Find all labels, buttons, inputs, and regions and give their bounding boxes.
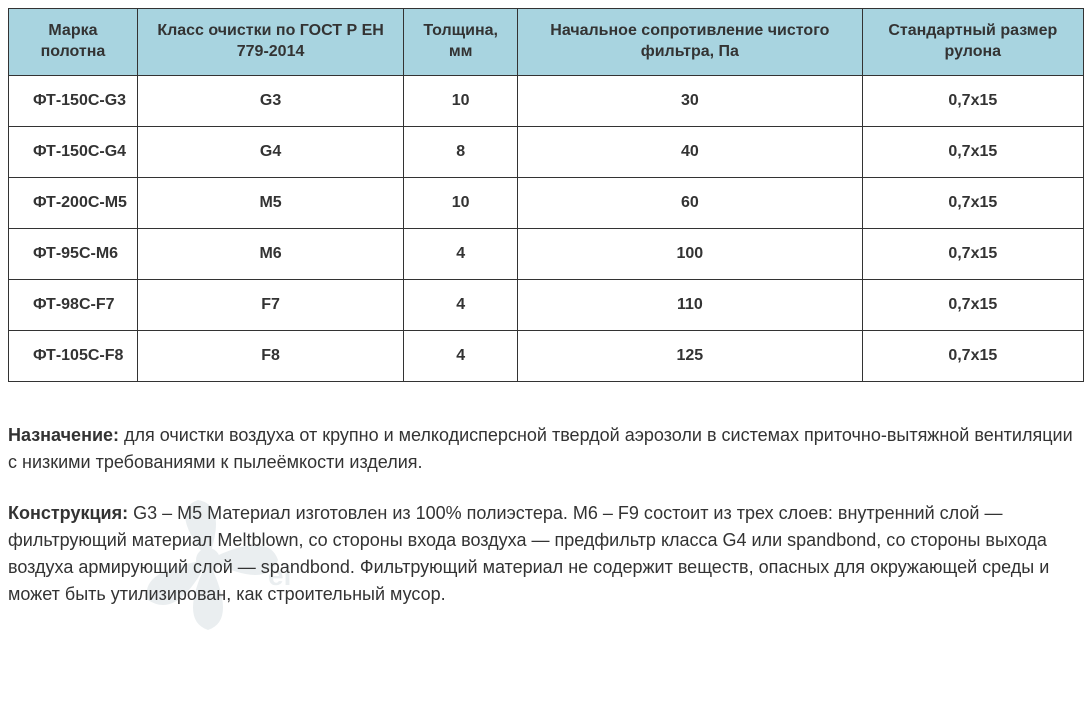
col-header-class: Класс очистки по ГОСТ Р ЕН 779-2014 [137, 9, 403, 76]
cell-rollsize: 0,7х15 [862, 279, 1083, 330]
cell-rollsize: 0,7х15 [862, 177, 1083, 228]
cell-class: М5 [137, 177, 403, 228]
cell-rollsize: 0,7х15 [862, 330, 1083, 381]
cell-class: F8 [137, 330, 403, 381]
col-header-rollsize: Стандартный размер рулона [862, 9, 1083, 76]
cell-resistance: 40 [518, 126, 863, 177]
construction-paragraph: Конструкция: G3 – М5 Материал изготовлен… [8, 500, 1084, 608]
cell-resistance: 100 [518, 228, 863, 279]
purpose-paragraph: Назначение: для очистки воздуха от крупн… [8, 422, 1084, 476]
table-row: ФТ-150С-G3 G3 10 30 0,7х15 [9, 75, 1084, 126]
cell-mark: ФТ-105С-F8 [9, 330, 138, 381]
cell-rollsize: 0,7х15 [862, 228, 1083, 279]
cell-resistance: 125 [518, 330, 863, 381]
cell-class: F7 [137, 279, 403, 330]
cell-thickness: 4 [404, 228, 518, 279]
purpose-label: Назначение: [8, 425, 119, 445]
cell-thickness: 4 [404, 330, 518, 381]
cell-rollsize: 0,7х15 [862, 126, 1083, 177]
cell-class: М6 [137, 228, 403, 279]
cell-resistance: 30 [518, 75, 863, 126]
table-row: ФТ-98С-F7 F7 4 110 0,7х15 [9, 279, 1084, 330]
cell-class: G3 [137, 75, 403, 126]
cell-class: G4 [137, 126, 403, 177]
purpose-text: для очистки воздуха от крупно и мелкодис… [8, 425, 1073, 472]
cell-thickness: 10 [404, 177, 518, 228]
construction-label: Конструкция: [8, 503, 128, 523]
cell-resistance: 110 [518, 279, 863, 330]
cell-mark: ФТ-150С-G3 [9, 75, 138, 126]
cell-thickness: 10 [404, 75, 518, 126]
table-row: ФТ-150С-G4 G4 8 40 0,7х15 [9, 126, 1084, 177]
cell-mark: ФТ-150С-G4 [9, 126, 138, 177]
cell-resistance: 60 [518, 177, 863, 228]
cell-thickness: 8 [404, 126, 518, 177]
cell-mark: ФТ-200С-М5 [9, 177, 138, 228]
col-header-resistance: Начальное сопротивление чистого фильтра,… [518, 9, 863, 76]
cell-mark: ФТ-95С-М6 [9, 228, 138, 279]
filter-spec-table: Марка полотна Класс очистки по ГОСТ Р ЕН… [8, 8, 1084, 382]
cell-thickness: 4 [404, 279, 518, 330]
construction-text: G3 – М5 Материал изготовлен из 100% поли… [8, 503, 1049, 604]
table-row: ФТ-105С-F8 F8 4 125 0,7х15 [9, 330, 1084, 381]
cell-mark: ФТ-98С-F7 [9, 279, 138, 330]
col-header-mark: Марка полотна [9, 9, 138, 76]
table-body: ФТ-150С-G3 G3 10 30 0,7х15 ФТ-150С-G4 G4… [9, 75, 1084, 381]
table-row: ФТ-95С-М6 М6 4 100 0,7х15 [9, 228, 1084, 279]
table-row: ФТ-200С-М5 М5 10 60 0,7х15 [9, 177, 1084, 228]
cell-rollsize: 0,7х15 [862, 75, 1083, 126]
table-header-row: Марка полотна Класс очистки по ГОСТ Р ЕН… [9, 9, 1084, 76]
col-header-thickness: Толщина, мм [404, 9, 518, 76]
